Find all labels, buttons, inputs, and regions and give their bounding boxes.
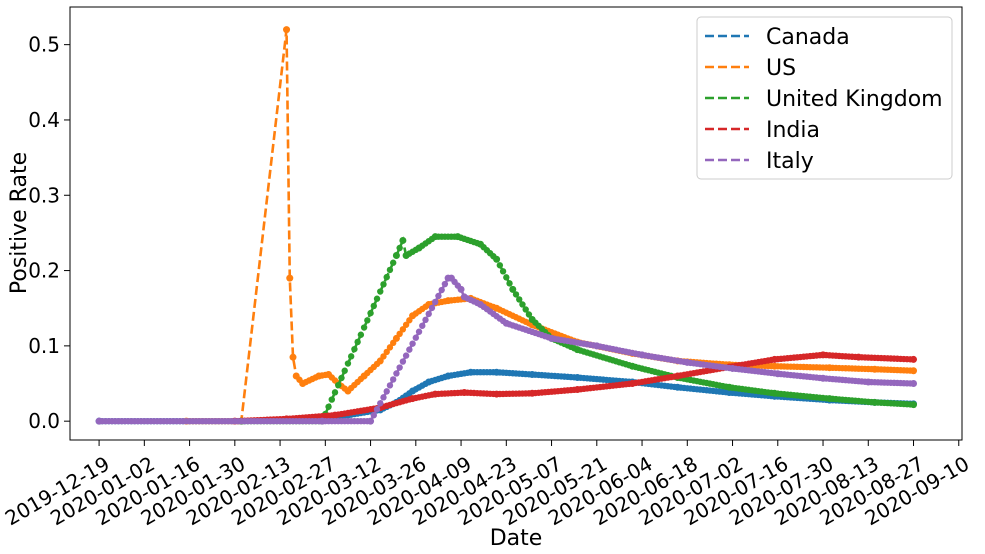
data-point <box>771 355 779 363</box>
data-point <box>460 389 468 397</box>
x-axis-title: Date <box>490 526 543 551</box>
legend: Canada US United Kingdom India Italy <box>696 16 953 180</box>
series-italy-line <box>99 276 914 423</box>
legend-box <box>696 16 953 180</box>
y-tick-label: 0.4 <box>28 108 60 132</box>
legend-label: United Kingdom <box>766 87 943 112</box>
legend-label: India <box>766 118 820 143</box>
data-point <box>289 353 297 361</box>
series-united-kingdom-line <box>241 235 914 423</box>
series-layer <box>95 26 918 425</box>
data-point <box>628 380 636 388</box>
legend-label: Canada <box>766 25 850 50</box>
legend-label: Italy <box>766 149 814 174</box>
data-point <box>825 364 833 372</box>
series-italy <box>95 274 918 425</box>
x-axis-ticks: 2019-12-192020-01-022020-01-162020-01-30… <box>1 440 973 530</box>
y-axis-title: Positive Rate <box>7 152 32 294</box>
y-tick-label: 0.5 <box>28 33 60 57</box>
data-point <box>444 297 452 305</box>
data-point <box>771 389 779 397</box>
y-tick-label: 0.2 <box>28 259 60 283</box>
legend-label: US <box>766 56 796 81</box>
data-point <box>331 411 339 419</box>
series-india-line <box>234 353 914 423</box>
y-tick-label: 0.1 <box>28 334 60 358</box>
data-point <box>771 362 779 370</box>
y-tick-label: 0.0 <box>28 409 60 433</box>
y-tick-label: 0.3 <box>28 183 60 207</box>
data-point <box>548 334 556 342</box>
y-axis-ticks: 0.0 0.1 0.2 0.3 0.4 0.5 <box>28 33 70 433</box>
